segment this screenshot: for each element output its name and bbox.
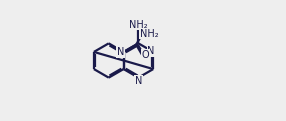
Text: O: O	[141, 50, 149, 60]
Text: N: N	[148, 46, 155, 56]
Text: NH₂: NH₂	[140, 29, 158, 38]
Text: NH₂: NH₂	[129, 20, 148, 30]
Text: N: N	[135, 76, 142, 86]
Text: N: N	[117, 47, 125, 57]
